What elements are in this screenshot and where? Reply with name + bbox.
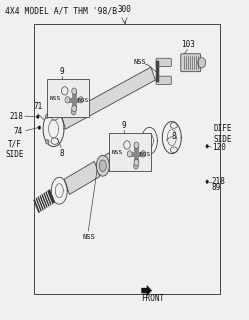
Circle shape — [46, 140, 49, 144]
Circle shape — [134, 142, 139, 148]
Text: 71: 71 — [33, 102, 43, 111]
Text: FRONT: FRONT — [142, 294, 165, 303]
Circle shape — [72, 105, 77, 112]
Circle shape — [36, 115, 39, 119]
Text: NSS: NSS — [49, 96, 61, 101]
Circle shape — [198, 58, 206, 68]
Text: 4X4 MODEL A/T THM '98/B-: 4X4 MODEL A/T THM '98/B- — [5, 6, 122, 15]
Ellipse shape — [99, 160, 106, 172]
Bar — [109, 133, 151, 171]
Circle shape — [72, 88, 77, 94]
Text: 120: 120 — [212, 143, 226, 152]
Circle shape — [127, 151, 132, 157]
Text: 218: 218 — [212, 177, 226, 186]
Polygon shape — [141, 285, 152, 296]
Text: NSS: NSS — [139, 152, 151, 157]
Polygon shape — [61, 67, 155, 129]
Text: T/F
SIDE: T/F SIDE — [5, 140, 24, 159]
Circle shape — [46, 114, 49, 118]
Circle shape — [206, 180, 209, 184]
Text: 8: 8 — [60, 149, 64, 158]
Text: 218: 218 — [9, 112, 23, 121]
FancyBboxPatch shape — [181, 54, 201, 72]
Circle shape — [38, 126, 41, 130]
Text: 300: 300 — [118, 5, 131, 14]
Text: 8: 8 — [172, 132, 177, 141]
Polygon shape — [104, 136, 142, 171]
Circle shape — [78, 97, 83, 103]
Polygon shape — [64, 161, 100, 195]
Text: NSS: NSS — [112, 150, 123, 155]
Text: 9: 9 — [60, 67, 64, 76]
Circle shape — [65, 97, 70, 103]
Bar — [34, 24, 220, 294]
Text: 103: 103 — [181, 40, 195, 49]
Text: NSS: NSS — [82, 234, 95, 240]
FancyBboxPatch shape — [156, 76, 171, 84]
Ellipse shape — [96, 155, 109, 176]
Circle shape — [206, 144, 209, 148]
Text: DIFE
SIDE: DIFE SIDE — [214, 124, 232, 144]
Circle shape — [141, 151, 146, 157]
Text: NSS: NSS — [77, 98, 88, 103]
Circle shape — [134, 159, 139, 166]
Text: 89: 89 — [212, 183, 221, 192]
Text: NSS: NSS — [133, 60, 146, 65]
Text: 9: 9 — [122, 121, 126, 130]
FancyBboxPatch shape — [156, 58, 171, 67]
Text: 74: 74 — [14, 127, 23, 136]
Polygon shape — [34, 189, 55, 213]
Bar — [47, 79, 89, 117]
